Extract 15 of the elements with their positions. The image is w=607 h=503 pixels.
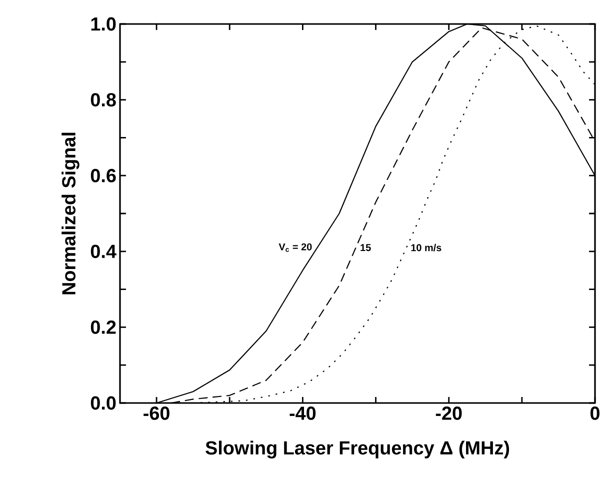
x-tick-label: 0 bbox=[590, 406, 600, 420]
y-tick-label: 1.0 bbox=[91, 17, 116, 31]
annotation: 10 m/s bbox=[411, 244, 442, 252]
x-tick-label: -40 bbox=[290, 406, 316, 420]
y-axis-title: Normalized Signal bbox=[62, 132, 80, 294]
x-tick-label: -60 bbox=[144, 406, 170, 420]
y-tick-label: 0.0 bbox=[90, 396, 116, 410]
y-tick-label: 0.6 bbox=[90, 168, 116, 182]
y-tick-label: 0.4 bbox=[90, 244, 116, 258]
y-tick-label: 0.2 bbox=[90, 320, 116, 334]
x-tick-label: -20 bbox=[436, 406, 462, 420]
annotation: 15 bbox=[360, 244, 371, 252]
y-tick-label: 0.8 bbox=[90, 93, 116, 106]
x-axis-title: Slowing Laser Frequency Δ (MHz) bbox=[206, 440, 510, 458]
annotation: V$_{c}$ = 20 bbox=[278, 243, 312, 252]
